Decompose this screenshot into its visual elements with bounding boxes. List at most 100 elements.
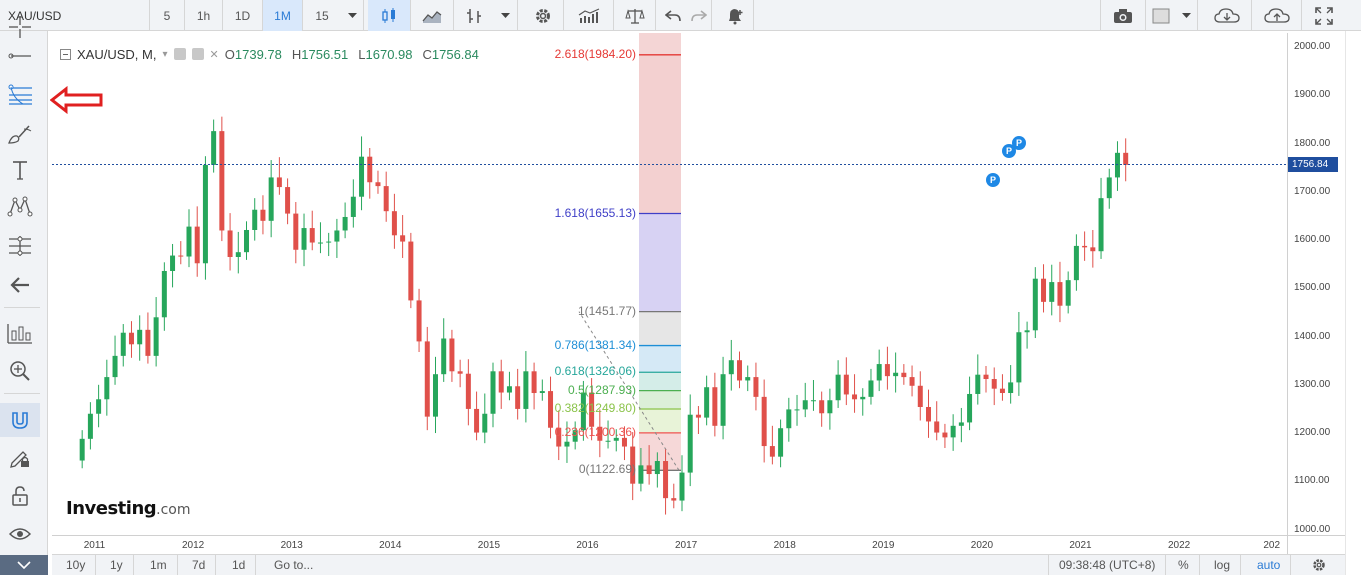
chart-pane[interactable] — [52, 33, 1287, 535]
year-tick-label: 2016 — [576, 540, 599, 551]
collapse-legend-icon[interactable] — [60, 48, 71, 60]
symbol-search-field[interactable]: XAU/USD — [0, 0, 150, 31]
chart-style-dropdown-button[interactable] — [494, 0, 518, 31]
candle-body — [178, 255, 184, 257]
layout-dropdown-button[interactable] — [1176, 0, 1198, 31]
range-1m-button[interactable]: 1m — [140, 555, 178, 575]
settings-button[interactable] — [522, 0, 564, 31]
scale-settings-button[interactable] — [1302, 555, 1336, 575]
event-marker[interactable]: P — [1012, 136, 1026, 150]
back-arrow-tool[interactable] — [0, 270, 40, 300]
trend-line-tool[interactable] — [0, 41, 40, 71]
interval-dropdown-button[interactable] — [341, 0, 364, 31]
candle-body — [778, 428, 784, 457]
arrow-left-icon — [10, 277, 29, 293]
price-chart[interactable] — [52, 33, 1287, 535]
candle-body — [687, 414, 693, 473]
legend-settings-icon[interactable] — [191, 48, 204, 60]
chevron-down-icon[interactable]: ▾ — [162, 48, 168, 60]
fullscreen-button[interactable] — [1306, 0, 1342, 31]
prediction-measure-tool[interactable] — [0, 231, 40, 261]
eye-toggle-icon[interactable] — [173, 48, 186, 60]
goto-button[interactable]: Go to... — [274, 558, 314, 572]
candle-body — [432, 374, 438, 417]
fib-level-label: 1(1451.77) — [577, 303, 636, 318]
candle-body — [646, 465, 652, 475]
candle-body — [999, 388, 1005, 394]
magnet-mode-button[interactable] — [0, 403, 40, 437]
chevron-down-icon — [17, 561, 31, 569]
compare-button[interactable] — [614, 0, 656, 31]
time-axis[interactable]: 2011 2012 2013 2014 2015 2016 2017 2018 2019 2020… — [52, 535, 1287, 554]
candlestick-icon — [382, 7, 395, 23]
undo-icon — [665, 9, 681, 21]
candle-body — [194, 226, 200, 264]
zoom-in-tool[interactable] — [0, 356, 40, 386]
long-position-tool[interactable] — [0, 318, 40, 348]
interval-5-button[interactable]: 5 — [150, 0, 185, 31]
candle-body — [991, 379, 997, 389]
interval-1d-button[interactable]: 1D — [223, 0, 263, 31]
candle-body — [96, 399, 102, 414]
text-tool[interactable] — [0, 155, 40, 185]
fib-retracement-tool[interactable] — [0, 80, 40, 110]
legend-high: H1756.51 — [292, 47, 348, 62]
pattern-tool[interactable] — [0, 191, 40, 221]
alert-button[interactable] — [716, 0, 754, 31]
fib-level-label: 0.786(1381.34) — [554, 337, 636, 352]
candle-body — [901, 372, 907, 378]
timezone-clock[interactable]: 09:38:48 (UTC+8) — [1048, 555, 1167, 575]
interval-1h-button[interactable]: 1h — [185, 0, 223, 31]
undo-button[interactable] — [660, 0, 686, 31]
range-10y-button[interactable]: 10y — [56, 555, 97, 575]
candle-body — [482, 413, 488, 433]
indicators-button[interactable] — [564, 0, 614, 31]
lock-drawings-button[interactable] — [0, 481, 40, 511]
area-style-button[interactable] — [411, 0, 454, 31]
candle-body — [153, 317, 159, 356]
year-tick-label: 2011 — [83, 540, 106, 551]
right-edge — [1345, 31, 1361, 575]
price-tick-label: 1000.00 — [1294, 523, 1331, 535]
load-chart-button[interactable] — [1202, 0, 1252, 31]
candle-body — [457, 371, 463, 374]
event-marker[interactable]: P — [1002, 144, 1016, 158]
crosshair-tool[interactable] — [0, 12, 40, 42]
save-chart-button[interactable] — [1252, 0, 1302, 31]
candle-body — [860, 396, 866, 400]
redo-button[interactable] — [686, 0, 712, 31]
fib-level-label: 0.5(1287.93) — [567, 382, 636, 397]
log-scale-button[interactable]: log — [1204, 555, 1242, 575]
hide-drawings-button[interactable] — [0, 519, 40, 549]
interval-1m-button[interactable]: 1M — [263, 0, 303, 31]
position-icon — [7, 324, 32, 344]
legend-close-label: C — [422, 46, 432, 62]
range-1y-button[interactable]: 1y — [100, 555, 134, 575]
chevron-down-icon — [501, 13, 510, 18]
chart-legend: XAU/USD, M, ▾ ✕ O1739.78 H1756.51 L1670.… — [60, 46, 479, 62]
candle-body — [548, 391, 554, 428]
candle-body — [712, 387, 718, 426]
close-icon[interactable]: ✕ — [209, 48, 219, 61]
screenshot-button[interactable] — [1100, 0, 1146, 31]
percent-scale-button[interactable]: % — [1168, 555, 1200, 575]
legend-open-label: O — [224, 46, 235, 62]
price-tick-label: 1200.00 — [1294, 427, 1331, 439]
auto-scale-button[interactable]: auto — [1247, 555, 1292, 575]
bars-style-button[interactable] — [454, 0, 494, 31]
event-marker[interactable]: P — [986, 173, 1000, 187]
candle-body — [679, 472, 685, 501]
range-1d-button[interactable]: 1d — [222, 555, 257, 575]
range-7d-button[interactable]: 7d — [182, 555, 217, 575]
layout-button[interactable] — [1146, 0, 1176, 31]
price-tick-label: 1500.00 — [1294, 282, 1331, 294]
candle-body — [1041, 278, 1047, 302]
collapse-toolbar-button[interactable] — [0, 555, 48, 575]
brush-tool[interactable] — [0, 119, 40, 149]
candle-body — [761, 396, 767, 447]
interval-15-button[interactable]: 15 — [303, 0, 341, 31]
fib-level-label: 0.236(1200.36) — [554, 424, 636, 439]
price-axis[interactable]: 2000.00 1900.00 1800.00 1700.00 1600.00 1500.… — [1287, 33, 1345, 535]
candles-style-button[interactable] — [368, 0, 411, 31]
stay-in-drawing-button[interactable] — [0, 443, 40, 473]
